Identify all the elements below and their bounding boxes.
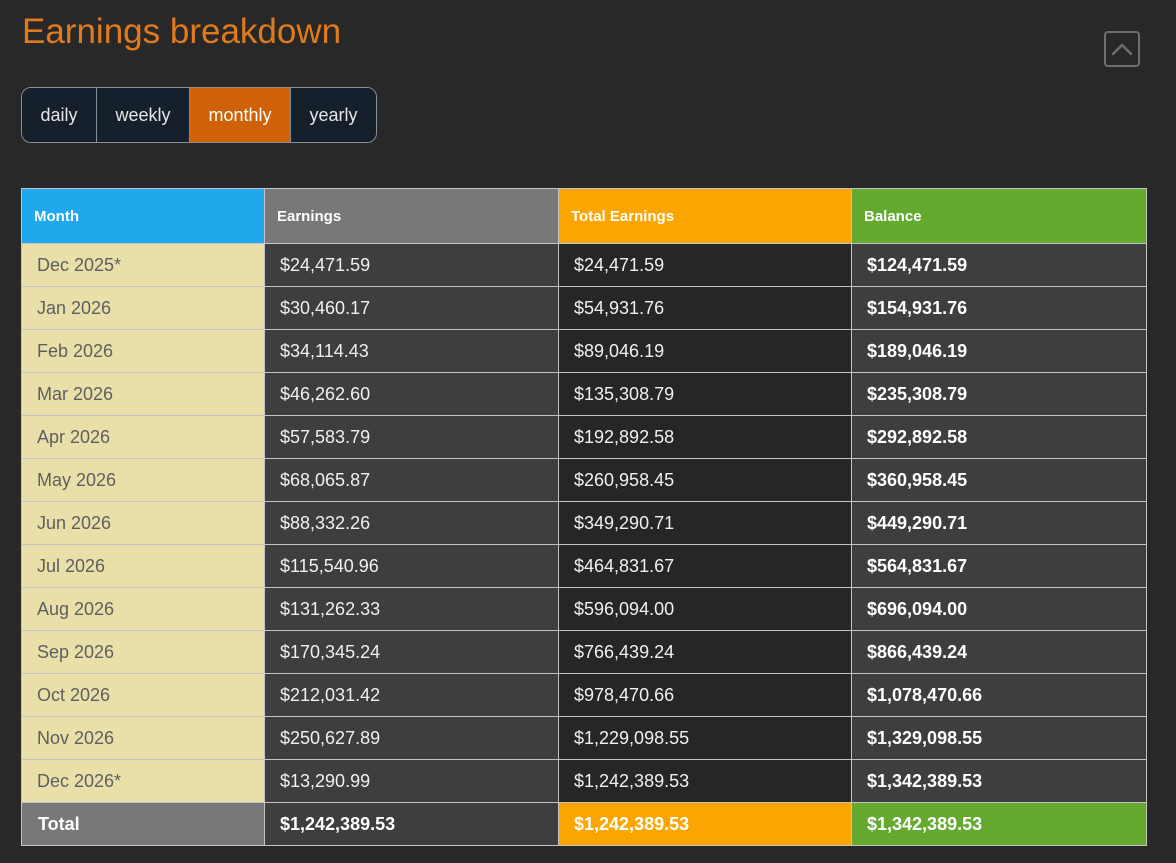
total-earnings-cell: $54,931.76 (558, 286, 852, 330)
total-earnings-cell: $978,470.66 (558, 673, 852, 717)
table-header-row: Month Earnings Total Earnings Balance (21, 188, 1147, 244)
balance-cell: $866,439.24 (851, 630, 1147, 674)
column-header-earnings[interactable]: Earnings (264, 188, 559, 244)
total-earnings-cell: $1,242,389.53 (558, 759, 852, 803)
total-earnings-cell: $260,958.45 (558, 458, 852, 502)
earnings-cell: $13,290.99 (264, 759, 559, 803)
column-header-total-earnings[interactable]: Total Earnings (558, 188, 852, 244)
table-row: Dec 2026* $13,290.99 $1,242,389.53 $1,342,3… (21, 759, 1147, 803)
table-body: Dec 2025* $24,471.59 $24,471.59 $124,471.59… (21, 243, 1147, 803)
period-tabs: daily weekly monthly yearly (21, 87, 377, 143)
total-balance-cell: $1,342,389.53 (851, 802, 1147, 846)
earnings-cell: $34,114.43 (264, 329, 559, 373)
table-row: Jan 2026 $30,460.17 $54,931.76 $154,931.76 (21, 286, 1147, 330)
table-row: Aug 2026 $131,262.33 $596,094.00 $696,094.0… (21, 587, 1147, 631)
month-cell: Aug 2026 (21, 587, 265, 631)
total-earnings-cell: $766,439.24 (558, 630, 852, 674)
total-total-earnings-cell: $1,242,389.53 (558, 802, 852, 846)
earnings-cell: $170,345.24 (264, 630, 559, 674)
balance-cell: $235,308.79 (851, 372, 1147, 416)
earnings-cell: $57,583.79 (264, 415, 559, 459)
balance-cell: $1,342,389.53 (851, 759, 1147, 803)
table-row: Sep 2026 $170,345.24 $766,439.24 $866,439.2… (21, 630, 1147, 674)
balance-cell: $124,471.59 (851, 243, 1147, 287)
earnings-cell: $24,471.59 (264, 243, 559, 287)
total-earnings-cell: $349,290.71 (558, 501, 852, 545)
table-row: Jun 2026 $88,332.26 $349,290.71 $449,290.71 (21, 501, 1147, 545)
total-earnings-cell: $135,308.79 (558, 372, 852, 416)
month-cell: Dec 2026* (21, 759, 265, 803)
page-title: Earnings breakdown (22, 12, 342, 51)
chevron-up-icon (1111, 43, 1133, 56)
earnings-table: Month Earnings Total Earnings Balance De… (21, 188, 1147, 846)
total-earnings-cell: $1,229,098.55 (558, 716, 852, 760)
earnings-cell: $88,332.26 (264, 501, 559, 545)
table-row: Oct 2026 $212,031.42 $978,470.66 $1,078,470… (21, 673, 1147, 717)
balance-cell: $449,290.71 (851, 501, 1147, 545)
tab-daily[interactable]: daily (22, 88, 97, 142)
total-earnings-cell: $24,471.59 (558, 243, 852, 287)
month-cell: Jan 2026 (21, 286, 265, 330)
column-header-month[interactable]: Month (21, 188, 265, 244)
table-row: Feb 2026 $34,114.43 $89,046.19 $189,046.19 (21, 329, 1147, 373)
collapse-button[interactable] (1104, 31, 1140, 67)
month-cell: Apr 2026 (21, 415, 265, 459)
month-cell: May 2026 (21, 458, 265, 502)
balance-cell: $696,094.00 (851, 587, 1147, 631)
balance-cell: $154,931.76 (851, 286, 1147, 330)
table-row: Mar 2026 $46,262.60 $135,308.79 $235,308.79 (21, 372, 1147, 416)
total-earnings-cell: $192,892.58 (558, 415, 852, 459)
total-label: Total (21, 802, 265, 846)
month-cell: Oct 2026 (21, 673, 265, 717)
column-header-balance[interactable]: Balance (851, 188, 1147, 244)
total-earnings-cell: $1,242,389.53 (264, 802, 559, 846)
table-row: May 2026 $68,065.87 $260,958.45 $360,958.45 (21, 458, 1147, 502)
table-row: Apr 2026 $57,583.79 $192,892.58 $292,892.58 (21, 415, 1147, 459)
table-row: Jul 2026 $115,540.96 $464,831.67 $564,831.6… (21, 544, 1147, 588)
earnings-cell: $30,460.17 (264, 286, 559, 330)
total-earnings-cell: $596,094.00 (558, 587, 852, 631)
total-row: Total $1,242,389.53 $1,242,389.53 $1,342… (21, 802, 1147, 846)
table-row: Nov 2026 $250,627.89 $1,229,098.55 $1,329,0… (21, 716, 1147, 760)
tab-monthly[interactable]: monthly (190, 88, 291, 142)
balance-cell: $189,046.19 (851, 329, 1147, 373)
tab-weekly[interactable]: weekly (97, 88, 190, 142)
tab-yearly[interactable]: yearly (291, 88, 376, 142)
total-earnings-cell: $464,831.67 (558, 544, 852, 588)
month-cell: Dec 2025* (21, 243, 265, 287)
earnings-cell: $68,065.87 (264, 458, 559, 502)
month-cell: Mar 2026 (21, 372, 265, 416)
earnings-cell: $250,627.89 (264, 716, 559, 760)
table-row: Dec 2025* $24,471.59 $24,471.59 $124,471.59 (21, 243, 1147, 287)
earnings-cell: $131,262.33 (264, 587, 559, 631)
balance-cell: $1,329,098.55 (851, 716, 1147, 760)
month-cell: Feb 2026 (21, 329, 265, 373)
balance-cell: $1,078,470.66 (851, 673, 1147, 717)
balance-cell: $360,958.45 (851, 458, 1147, 502)
total-earnings-cell: $89,046.19 (558, 329, 852, 373)
earnings-cell: $46,262.60 (264, 372, 559, 416)
balance-cell: $564,831.67 (851, 544, 1147, 588)
balance-cell: $292,892.58 (851, 415, 1147, 459)
month-cell: Sep 2026 (21, 630, 265, 674)
month-cell: Jun 2026 (21, 501, 265, 545)
earnings-cell: $212,031.42 (264, 673, 559, 717)
month-cell: Nov 2026 (21, 716, 265, 760)
earnings-cell: $115,540.96 (264, 544, 559, 588)
month-cell: Jul 2026 (21, 544, 265, 588)
